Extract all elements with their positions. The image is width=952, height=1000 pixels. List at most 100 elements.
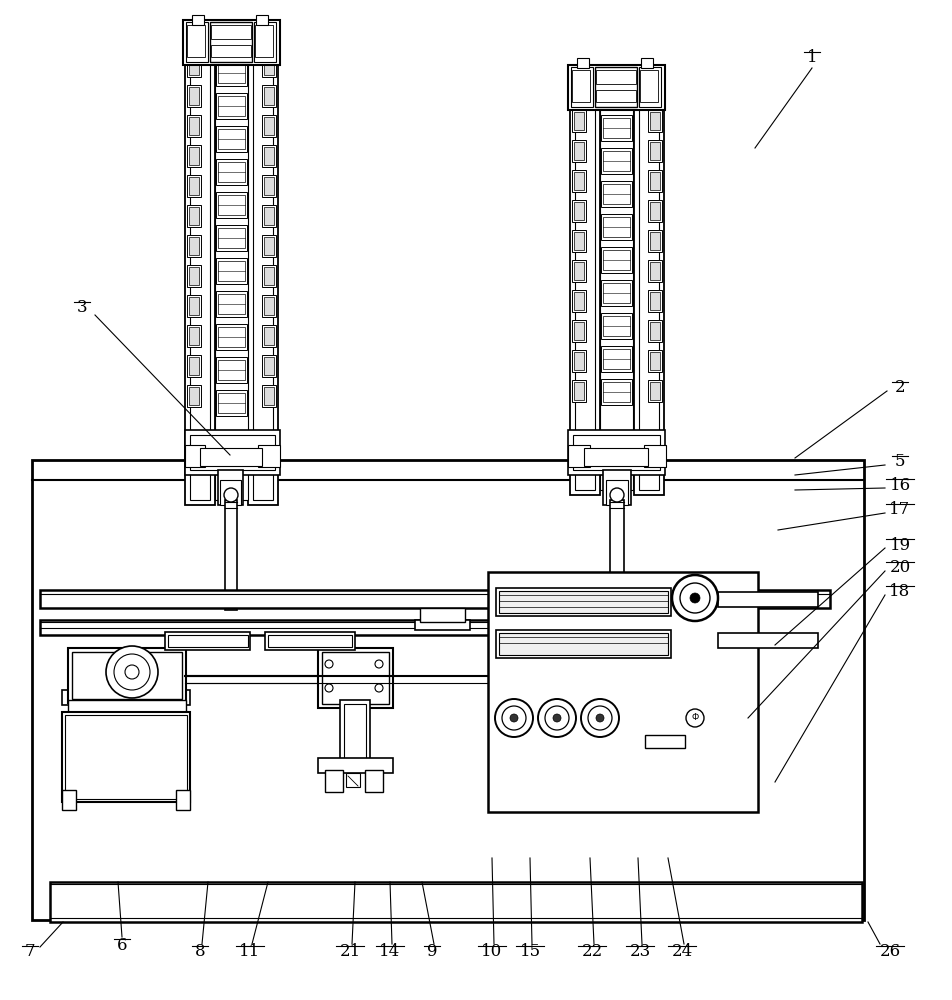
Bar [601, 280, 632, 306]
Text: 17: 17 [889, 502, 911, 518]
Bar [574, 292, 584, 310]
Bar [572, 350, 586, 372]
Bar [572, 290, 586, 312]
Bar [262, 205, 276, 227]
Bar [68, 648, 186, 703]
Bar [218, 162, 245, 182]
Bar [185, 40, 215, 505]
Text: 20: 20 [889, 560, 911, 576]
Bar [639, 105, 659, 490]
Bar [601, 379, 632, 405]
Bar [648, 320, 662, 342]
Bar [262, 175, 276, 197]
Bar [262, 55, 276, 77]
Bar [168, 635, 248, 647]
Bar [603, 316, 630, 336]
Bar [216, 357, 247, 383]
Bar [186, 22, 208, 62]
Bar [264, 267, 274, 285]
Bar [648, 230, 662, 252]
Bar [318, 648, 393, 708]
Bar [603, 217, 630, 237]
Bar [648, 350, 662, 372]
Bar [634, 100, 664, 495]
Bar [496, 588, 671, 616]
Circle shape [538, 699, 576, 737]
Bar [648, 200, 662, 222]
Bar [218, 393, 245, 413]
Bar [218, 360, 245, 380]
Bar [264, 147, 274, 165]
Bar [603, 283, 630, 303]
Bar [187, 85, 201, 107]
Bar [574, 112, 584, 130]
Bar [650, 202, 660, 220]
Bar [165, 632, 250, 650]
Bar [216, 126, 247, 152]
Bar [568, 430, 665, 475]
Bar [210, 22, 252, 62]
Bar [262, 295, 276, 317]
Bar [644, 445, 666, 467]
Circle shape [510, 714, 518, 722]
Bar [187, 295, 201, 317]
Bar [187, 325, 201, 347]
Bar [265, 632, 355, 650]
Bar [189, 357, 199, 375]
Bar [572, 260, 586, 282]
Bar [499, 633, 668, 655]
Bar [601, 247, 632, 273]
Bar [216, 324, 247, 350]
Text: 8: 8 [195, 944, 206, 960]
Bar [650, 232, 660, 250]
Bar [650, 352, 660, 370]
Bar [601, 181, 632, 207]
Bar [216, 258, 247, 284]
Text: 16: 16 [889, 477, 910, 493]
Bar [264, 327, 274, 345]
Bar [648, 260, 662, 282]
Bar [264, 297, 274, 315]
Bar [572, 380, 586, 402]
Text: 21: 21 [339, 944, 361, 960]
Bar [189, 117, 199, 135]
Bar [216, 192, 247, 218]
Bar [601, 115, 632, 141]
Bar [573, 435, 660, 470]
Bar [262, 85, 276, 107]
Bar [648, 110, 662, 132]
Circle shape [588, 706, 612, 730]
Bar [253, 45, 273, 500]
Bar [603, 151, 630, 171]
Bar [574, 322, 584, 340]
Bar [603, 470, 631, 505]
Bar [200, 448, 262, 466]
Circle shape [680, 583, 710, 613]
Bar [575, 105, 595, 490]
Bar [189, 237, 199, 255]
Bar [344, 704, 366, 766]
Circle shape [224, 488, 238, 502]
Bar [190, 435, 275, 470]
Bar [650, 172, 660, 190]
Bar [187, 25, 205, 57]
Bar [650, 142, 660, 160]
Bar [572, 200, 586, 222]
Bar [211, 45, 251, 57]
Bar [189, 207, 199, 225]
Text: Ф: Ф [691, 714, 699, 722]
Bar [62, 712, 190, 802]
Bar [574, 232, 584, 250]
Bar [650, 382, 660, 400]
Bar [603, 349, 630, 369]
Bar [68, 700, 186, 712]
Circle shape [553, 714, 561, 722]
Bar [499, 591, 668, 613]
Bar [570, 100, 600, 495]
Bar [572, 140, 586, 162]
Bar [216, 225, 247, 251]
Circle shape [581, 699, 619, 737]
Text: 9: 9 [426, 944, 437, 960]
Bar [187, 385, 201, 407]
Bar [610, 500, 624, 610]
